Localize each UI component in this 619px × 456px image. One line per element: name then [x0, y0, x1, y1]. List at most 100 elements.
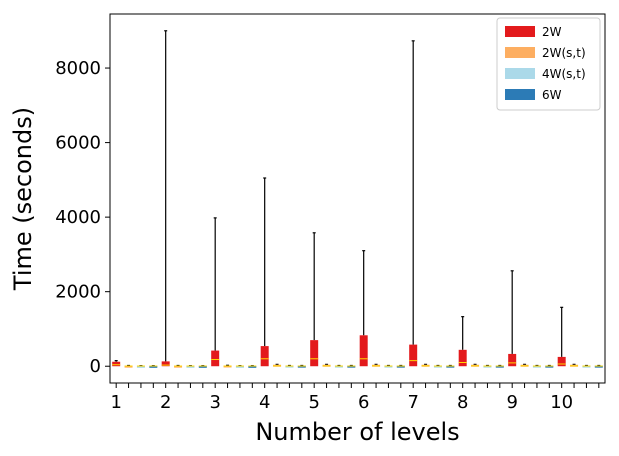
box-4W(s,t)-8: [483, 364, 492, 368]
box-6W-7: [446, 364, 455, 368]
x-tick-label: 6: [358, 392, 369, 413]
box-2W(s,t)-5: [322, 363, 331, 367]
box-body: [582, 365, 591, 368]
box-body: [433, 365, 442, 368]
y-axis-title: Time (seconds): [9, 107, 37, 291]
box-body: [124, 365, 133, 368]
box-body: [248, 365, 257, 368]
box-6W-3: [248, 365, 257, 368]
box-6W-4: [297, 364, 306, 368]
legend-swatch: [505, 47, 535, 58]
box-4W(s,t)-1: [136, 365, 145, 368]
box-2W(s,t)-10: [570, 363, 579, 367]
box-body: [235, 365, 244, 368]
x-tick-label: 1: [110, 392, 121, 413]
box-2W(s,t)-8: [471, 363, 480, 367]
box-body: [545, 365, 554, 368]
box-4W(s,t)-10: [582, 364, 591, 368]
y-tick-label: 0: [90, 356, 101, 377]
legend-item-2W(s,t): 2W(s,t): [505, 46, 586, 60]
box-6W-6: [396, 364, 405, 368]
box-2W-3: [211, 217, 220, 367]
plot-area: [112, 30, 603, 368]
box-body: [174, 365, 183, 368]
box-2W(s,t)-2: [174, 364, 183, 368]
x-axis: 1 2 3 4 5 6 7 8 9 10: [110, 383, 600, 413]
box-2W(s,t)-9: [520, 363, 529, 367]
legend: 2W 2W(s,t) 4W(s,t) 6W: [496, 17, 601, 111]
box-6W-2: [198, 365, 207, 368]
box-2W(s,t)-3: [223, 364, 232, 368]
box-body: [384, 365, 393, 368]
box-body: [396, 365, 405, 368]
legend-label: 6W: [542, 88, 562, 102]
box-2W(s,t)-4: [273, 363, 282, 367]
box-body: [557, 356, 566, 367]
box-body: [359, 335, 368, 367]
box-2W-9: [508, 270, 517, 367]
box-2W(s,t)-6: [372, 363, 381, 367]
x-tick-label: 5: [308, 392, 319, 413]
box-4W(s,t)-4: [285, 364, 294, 368]
box-body: [458, 349, 467, 367]
y-tick-label: 2000: [55, 282, 101, 303]
box-body: [297, 365, 306, 368]
x-tick-label: 3: [209, 392, 220, 413]
box-4W(s,t)-5: [334, 364, 343, 368]
box-body: [260, 346, 269, 367]
legend-swatch: [505, 26, 535, 37]
box-body: [186, 365, 195, 368]
legend-label: 2W(s,t): [542, 46, 586, 60]
box-2W-8: [458, 316, 467, 367]
box-body: [495, 365, 504, 368]
box-body: [112, 361, 121, 367]
box-body: [594, 365, 603, 368]
plot-frame: [109, 13, 606, 384]
box-6W-9: [545, 364, 554, 368]
box-body: [211, 350, 220, 367]
y-tick-label: 4000: [55, 207, 101, 228]
box-6W-1: [149, 365, 158, 368]
legend-label: 2W: [542, 25, 562, 39]
x-tick-label: 2: [160, 392, 171, 413]
box-body: [409, 344, 418, 367]
box-6W-5: [347, 364, 356, 368]
box-body: [285, 365, 294, 368]
box-body: [136, 365, 145, 368]
box-2W-1: [112, 360, 121, 367]
box-body: [149, 365, 158, 368]
box-body: [310, 340, 319, 367]
box-2W-2: [161, 30, 170, 367]
legend-item-4W(s,t): 4W(s,t): [505, 67, 586, 81]
box-4W(s,t)-2: [186, 365, 195, 368]
x-tick-label: 9: [506, 392, 517, 413]
y-tick-label: 6000: [55, 133, 101, 154]
box-6W-8: [495, 364, 504, 368]
x-tick-label: 10: [550, 392, 573, 413]
box-body: [532, 365, 541, 368]
box-body: [161, 361, 170, 367]
box-4W(s,t)-3: [235, 365, 244, 368]
box-body: [198, 365, 207, 368]
legend-box: [496, 17, 601, 111]
legend-item-2W: 2W: [505, 25, 562, 39]
box-body: [483, 365, 492, 368]
box-4W(s,t)-6: [384, 364, 393, 368]
box-4W(s,t)-9: [532, 364, 541, 368]
box-body: [446, 365, 455, 368]
box-2W-10: [557, 306, 566, 367]
box-body: [334, 365, 343, 368]
x-tick-label: 8: [457, 392, 468, 413]
legend-label: 4W(s,t): [542, 67, 586, 81]
box-body: [347, 365, 356, 368]
box-2W(s,t)-1: [124, 364, 133, 368]
box-6W-10: [594, 364, 603, 368]
legend-swatch: [505, 89, 535, 100]
x-axis-title: Number of levels: [255, 418, 459, 446]
box-2W-6: [359, 250, 368, 367]
box-2W(s,t)-7: [421, 363, 430, 367]
box-4W(s,t)-7: [433, 364, 442, 368]
box-2W-4: [260, 177, 269, 367]
legend-swatch: [505, 68, 535, 79]
box-2W-5: [310, 232, 319, 367]
